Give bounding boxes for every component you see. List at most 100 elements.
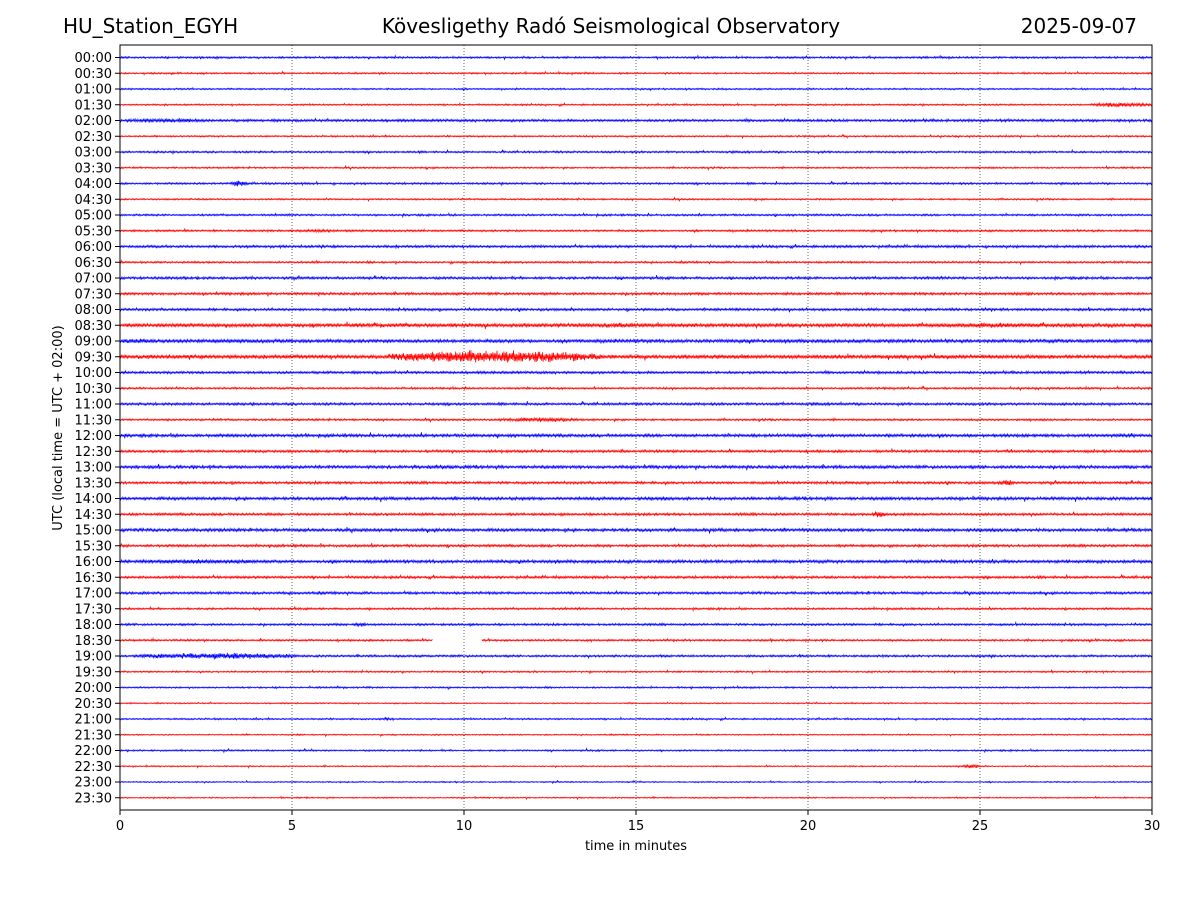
trace-1400 xyxy=(119,495,1153,503)
y-tick-label: 20:30 xyxy=(75,697,112,712)
x-tick-label: 5 xyxy=(288,819,296,834)
trace-0730 xyxy=(119,291,1153,297)
trace-1700 xyxy=(119,589,1153,597)
y-tick-label: 06:30 xyxy=(75,256,112,271)
y-tick-label: 19:00 xyxy=(75,650,112,665)
y-tick-label: 23:00 xyxy=(75,776,112,791)
trace-1100 xyxy=(119,400,1153,408)
x-tick-label: 10 xyxy=(456,819,473,834)
y-tick-label: 09:00 xyxy=(75,335,112,350)
y-tick-label: 00:30 xyxy=(75,67,112,82)
trace-1730 xyxy=(119,605,1153,613)
y-tick-label: 07:00 xyxy=(75,272,112,287)
trace-0900 xyxy=(119,337,1153,345)
y-tick-label: 10:00 xyxy=(75,366,112,381)
y-tick-label: 01:30 xyxy=(75,98,112,113)
y-tick-label: 17:30 xyxy=(75,602,112,617)
trace-0600 xyxy=(119,243,1153,250)
y-tick-label: 01:00 xyxy=(75,83,112,98)
y-tick-label: 15:30 xyxy=(75,539,112,554)
trace-1330 xyxy=(119,479,1153,487)
trace-0500 xyxy=(119,211,1153,219)
y-tick-label: 21:00 xyxy=(75,713,112,728)
trace-1600 xyxy=(119,558,1153,565)
y-tick-label: 16:30 xyxy=(75,571,112,586)
trace-0700 xyxy=(119,274,1153,281)
y-tick-label: 04:00 xyxy=(75,177,112,192)
trace-1130 xyxy=(119,416,1153,424)
y-tick-label: 10:30 xyxy=(75,382,112,397)
trace-0800 xyxy=(119,306,1153,313)
x-tick-label: 20 xyxy=(800,819,817,834)
y-tick-label: 16:00 xyxy=(75,555,112,570)
trace-1200 xyxy=(119,432,1153,439)
y-tick-label: 11:00 xyxy=(75,398,112,413)
trace-1630 xyxy=(119,573,1153,581)
trace-0400 xyxy=(119,180,1153,187)
trace-2100 xyxy=(119,716,1153,722)
trace-2030 xyxy=(119,701,1153,706)
grid-lines xyxy=(291,45,981,810)
y-tick-label: 08:00 xyxy=(75,303,112,318)
y-tick-label: 22:00 xyxy=(75,744,112,759)
y-axis-ticks: 00:0000:3001:0001:3002:0002:3003:0003:30… xyxy=(75,51,120,806)
x-tick-label: 30 xyxy=(1144,819,1161,834)
y-tick-label: 20:00 xyxy=(75,681,112,696)
y-tick-label: 18:00 xyxy=(75,618,112,633)
trace-0930 xyxy=(119,350,1153,363)
x-axis-ticks: 0 5 10 15 20 25 30 xyxy=(116,810,1160,834)
y-tick-label: 13:00 xyxy=(75,461,112,476)
y-tick-label: 21:30 xyxy=(75,728,112,743)
trace-1930 xyxy=(119,668,1153,675)
y-tick-label: 17:00 xyxy=(75,587,112,602)
y-tick-label: 03:30 xyxy=(75,161,112,176)
y-tick-label: 13:30 xyxy=(75,476,112,491)
trace-0200 xyxy=(119,117,1153,124)
y-tick-label: 12:00 xyxy=(75,429,112,444)
trace-1230 xyxy=(119,448,1153,455)
y-tick-label: 07:30 xyxy=(75,287,112,302)
trace-1530 xyxy=(119,542,1153,549)
y-axis-label: UTC (local time = UTC + 02:00) xyxy=(51,325,66,530)
trace-0000 xyxy=(119,54,1153,61)
chart-title: Kövesligethy Radó Seismological Observat… xyxy=(381,14,841,38)
trace-1500 xyxy=(119,526,1153,534)
trace-0230 xyxy=(119,133,1153,140)
y-tick-label: 06:00 xyxy=(75,240,112,255)
x-tick-label: 15 xyxy=(628,819,645,834)
trace-1300 xyxy=(119,463,1153,471)
y-tick-label: 09:30 xyxy=(75,350,112,365)
trace-1000 xyxy=(119,369,1153,376)
trace-0830 xyxy=(119,321,1153,330)
trace-0300 xyxy=(119,148,1153,156)
trace-2330 xyxy=(119,795,1153,801)
traces xyxy=(119,54,1153,801)
trace-0430 xyxy=(119,196,1153,203)
trace-0130 xyxy=(119,101,1153,109)
y-tick-label: 02:00 xyxy=(75,114,112,129)
trace-1030 xyxy=(119,385,1153,392)
trace-1900 xyxy=(119,652,1153,660)
y-tick-label: 19:30 xyxy=(75,665,112,680)
trace-2230 xyxy=(119,763,1153,769)
trace-2200 xyxy=(119,747,1153,754)
y-tick-label: 00:00 xyxy=(75,51,112,66)
trace-0630 xyxy=(119,259,1153,266)
y-tick-label: 12:30 xyxy=(75,445,112,460)
trace-2130 xyxy=(119,732,1153,738)
trace-0030 xyxy=(119,70,1153,77)
date-label: 2025-09-07 xyxy=(1020,14,1137,38)
trace-2000 xyxy=(119,684,1153,691)
trace-0100 xyxy=(119,86,1153,92)
x-tick-label: 0 xyxy=(116,819,124,834)
trace-0330 xyxy=(119,164,1153,172)
x-axis-label: time in minutes xyxy=(585,839,687,854)
trace-0530 xyxy=(119,227,1153,234)
x-tick-label: 25 xyxy=(972,819,989,834)
y-tick-label: 03:00 xyxy=(75,146,112,161)
y-tick-label: 11:30 xyxy=(75,413,112,428)
y-tick-label: 15:00 xyxy=(75,524,112,539)
y-tick-label: 18:30 xyxy=(75,634,112,649)
trace-1430 xyxy=(119,511,1153,518)
